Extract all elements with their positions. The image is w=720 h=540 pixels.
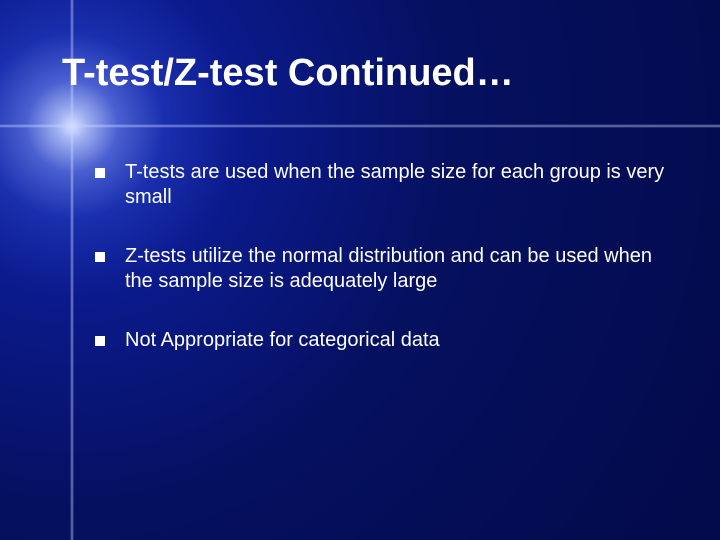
slide-title: T-test/Z-test Continued… [62,52,514,95]
slide-content: T-tests are used when the sample size fo… [95,160,665,387]
bullet-item: Not Appropriate for categorical data [95,328,665,353]
bullet-item: T-tests are used when the sample size fo… [95,160,665,210]
bullet-text: T-tests are used when the sample size fo… [125,160,665,210]
bullet-item: Z-tests utilize the normal distribution … [95,244,665,294]
flare-horizontal [0,124,720,128]
bullet-marker-icon [95,168,105,178]
bullet-text: Not Appropriate for categorical data [125,328,440,353]
bullet-marker-icon [95,252,105,262]
bullet-text: Z-tests utilize the normal distribution … [125,244,665,294]
slide: T-test/Z-test Continued… T-tests are use… [0,0,720,540]
bullet-marker-icon [95,336,105,346]
